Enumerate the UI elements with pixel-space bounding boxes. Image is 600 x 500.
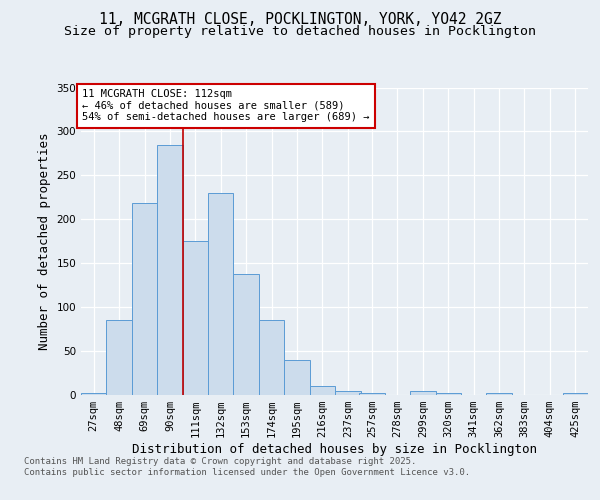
- Bar: [359, 393, 385, 395]
- Text: Size of property relative to detached houses in Pocklington: Size of property relative to detached ho…: [64, 25, 536, 38]
- Bar: [410, 390, 436, 395]
- Bar: [310, 386, 335, 395]
- Bar: [132, 204, 157, 395]
- Bar: [106, 320, 132, 395]
- Y-axis label: Number of detached properties: Number of detached properties: [38, 132, 51, 350]
- Bar: [284, 360, 310, 395]
- Text: 11, MCGRATH CLOSE, POCKLINGTON, YORK, YO42 2GZ: 11, MCGRATH CLOSE, POCKLINGTON, YORK, YO…: [99, 12, 501, 28]
- Bar: [563, 393, 588, 395]
- Text: Contains HM Land Registry data © Crown copyright and database right 2025.
Contai: Contains HM Land Registry data © Crown c…: [24, 458, 470, 477]
- Bar: [436, 393, 461, 395]
- Bar: [157, 144, 182, 395]
- Bar: [259, 320, 284, 395]
- Bar: [487, 393, 512, 395]
- Bar: [182, 242, 208, 395]
- Bar: [233, 274, 259, 395]
- Bar: [335, 390, 361, 395]
- X-axis label: Distribution of detached houses by size in Pocklington: Distribution of detached houses by size …: [132, 443, 537, 456]
- Bar: [81, 393, 106, 395]
- Text: 11 MCGRATH CLOSE: 112sqm
← 46% of detached houses are smaller (589)
54% of semi-: 11 MCGRATH CLOSE: 112sqm ← 46% of detach…: [82, 90, 370, 122]
- Bar: [208, 193, 233, 395]
